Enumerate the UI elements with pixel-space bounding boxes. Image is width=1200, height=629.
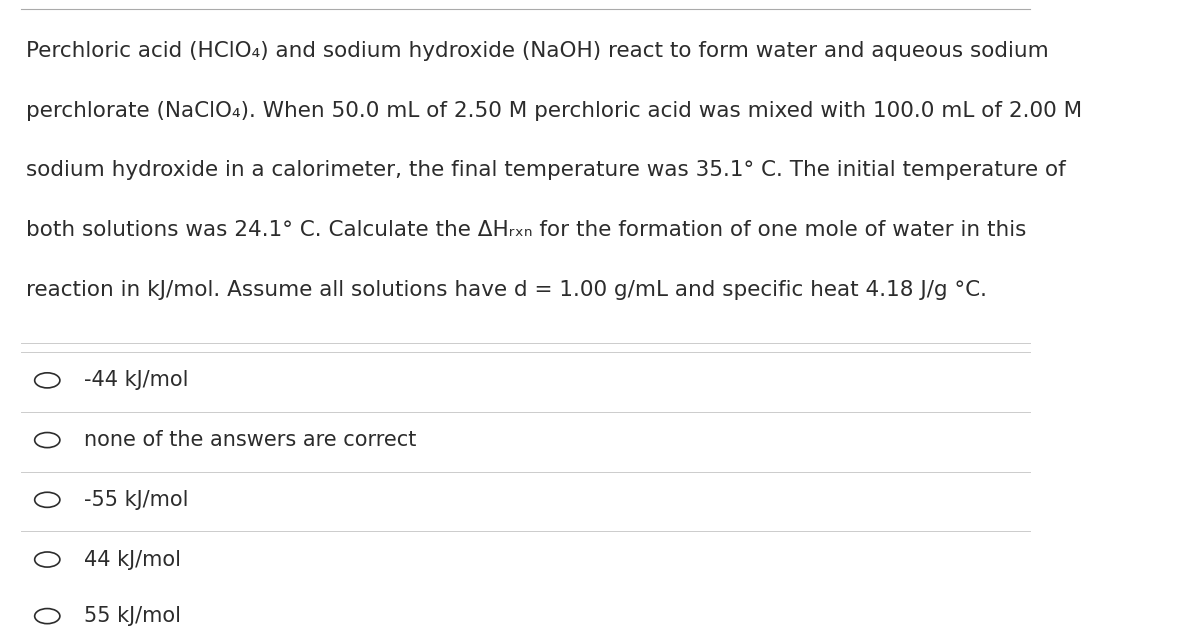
Text: perchlorate (NaClO₄). When 50.0 mL of 2.50 M perchloric acid was mixed with 100.: perchlorate (NaClO₄). When 50.0 mL of 2.…	[26, 101, 1082, 121]
Text: Perchloric acid (HClO₄) and sodium hydroxide (NaOH) react to form water and aque: Perchloric acid (HClO₄) and sodium hydro…	[26, 41, 1049, 61]
Text: sodium hydroxide in a calorimeter, the final temperature was 35.1° C. The initia: sodium hydroxide in a calorimeter, the f…	[26, 160, 1066, 181]
Text: both solutions was 24.1° C. Calculate the ΔHᵣₓₙ for the formation of one mole of: both solutions was 24.1° C. Calculate th…	[26, 220, 1027, 240]
Text: -44 kJ/mol: -44 kJ/mol	[84, 370, 188, 391]
Text: 44 kJ/mol: 44 kJ/mol	[84, 550, 181, 569]
Text: none of the answers are correct: none of the answers are correct	[84, 430, 416, 450]
Text: 55 kJ/mol: 55 kJ/mol	[84, 606, 181, 626]
Text: -55 kJ/mol: -55 kJ/mol	[84, 490, 188, 510]
Text: reaction in kJ/mol. Assume all solutions have d = 1.00 g/mL and specific heat 4.: reaction in kJ/mol. Assume all solutions…	[26, 280, 988, 300]
